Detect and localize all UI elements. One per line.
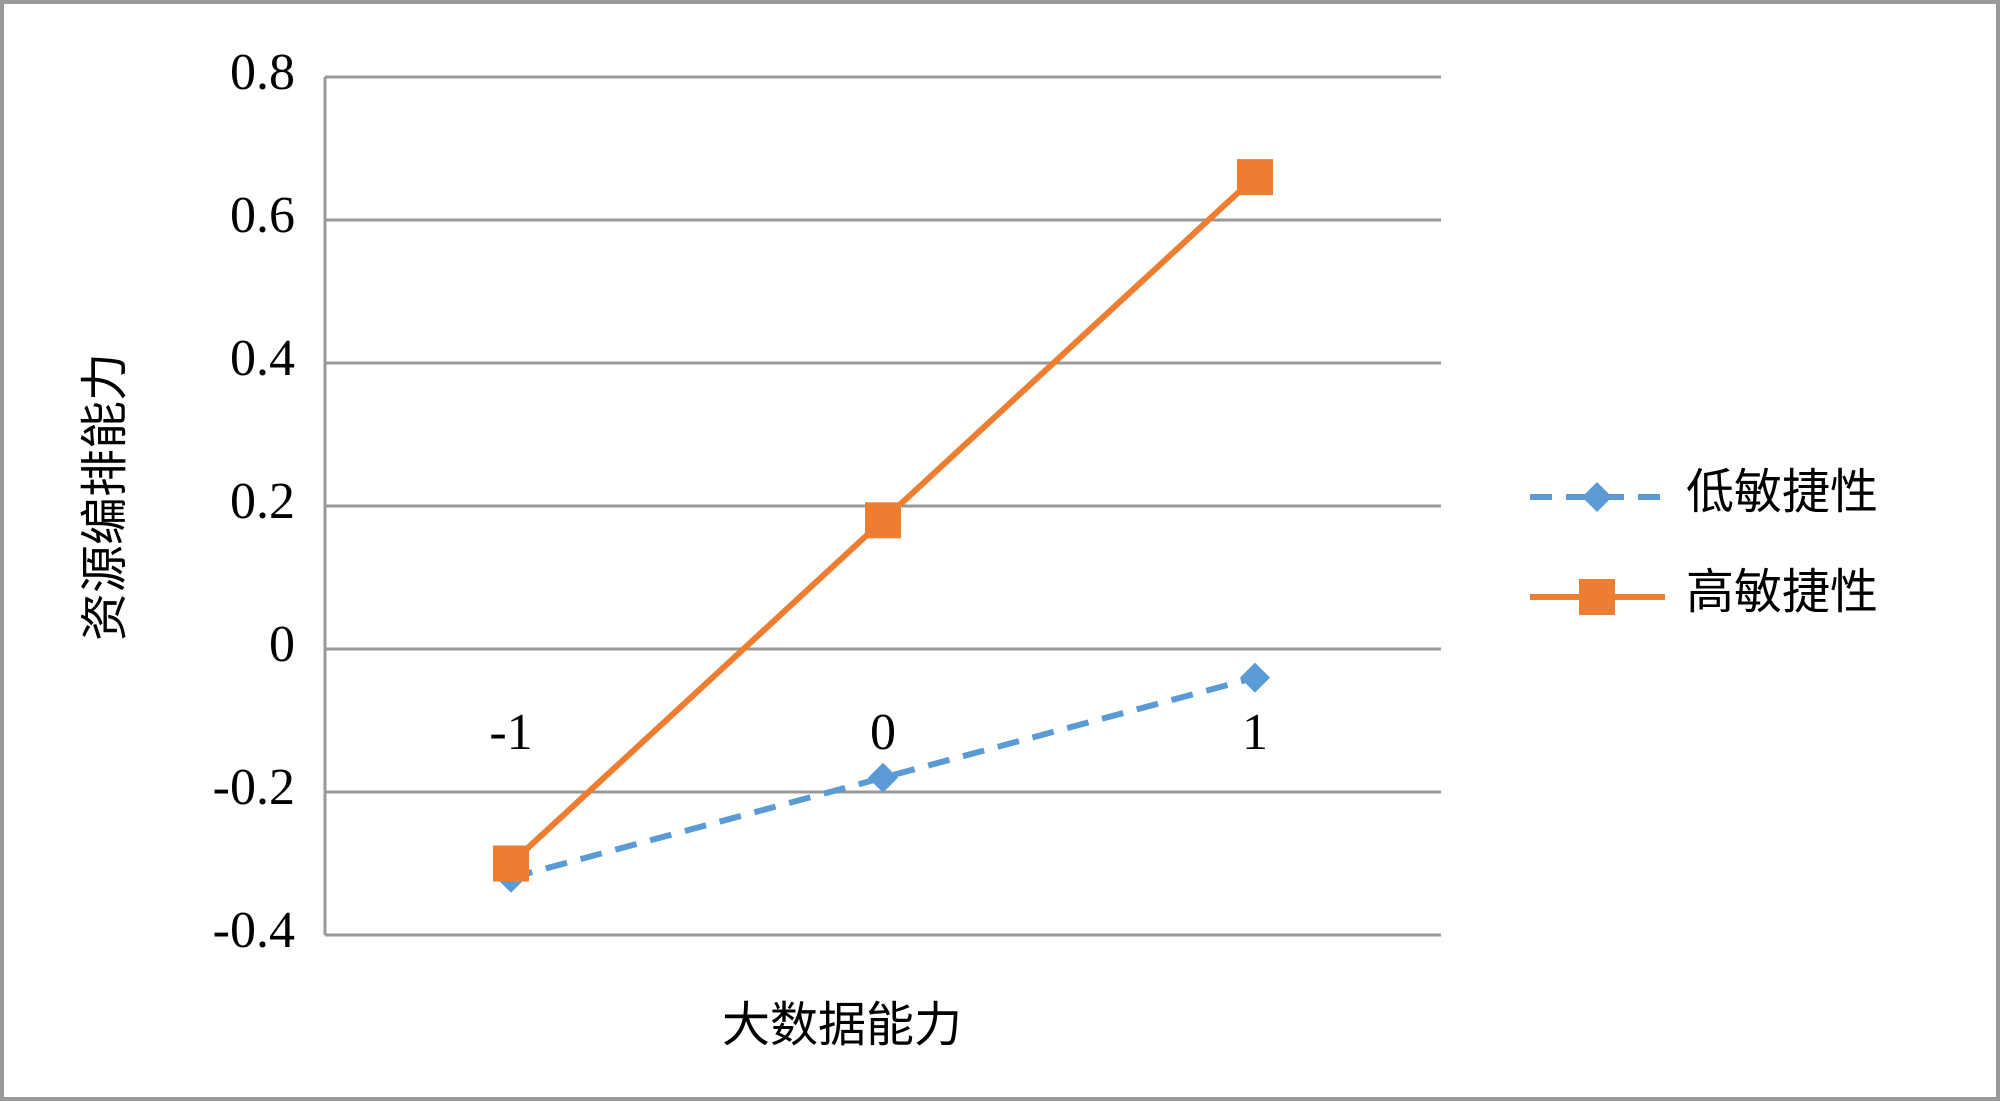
marker	[493, 845, 529, 882]
legend-marker	[1579, 579, 1615, 615]
marker	[868, 762, 898, 793]
legend-marker	[1582, 482, 1612, 512]
x-axis-label: 大数据能力	[722, 999, 962, 1052]
y-tick-label: 0.4	[230, 330, 295, 387]
legend-label: 高敏捷性	[1686, 566, 1878, 619]
y-tick-label: 0.2	[230, 473, 295, 530]
series-line	[510, 674, 1256, 881]
y-tick-label: 0.6	[230, 187, 295, 244]
y-tick-label: 0.8	[230, 44, 295, 101]
y-tick-label: -0.4	[213, 902, 295, 959]
y-axis-label: 资源编排能力	[79, 353, 132, 641]
marker	[865, 502, 901, 539]
y-tick-label: -0.2	[213, 759, 295, 816]
marker	[1240, 662, 1270, 693]
marker	[1237, 159, 1273, 196]
x-tick-label: 0	[870, 704, 896, 761]
legend-label: 低敏捷性	[1686, 466, 1878, 519]
x-tick-label: 1	[1242, 704, 1268, 761]
y-tick-label: 0	[269, 616, 295, 673]
x-tick-label: -1	[489, 704, 532, 761]
